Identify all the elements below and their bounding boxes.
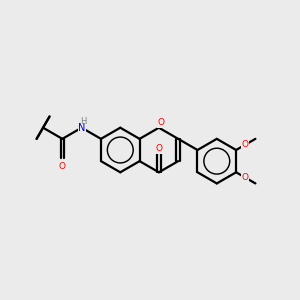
Text: O: O <box>158 118 165 127</box>
Text: O: O <box>242 173 249 182</box>
Text: O: O <box>59 162 66 171</box>
Text: N: N <box>78 123 85 133</box>
Text: O: O <box>155 144 162 153</box>
Text: H: H <box>80 117 86 126</box>
Text: O: O <box>242 140 249 149</box>
